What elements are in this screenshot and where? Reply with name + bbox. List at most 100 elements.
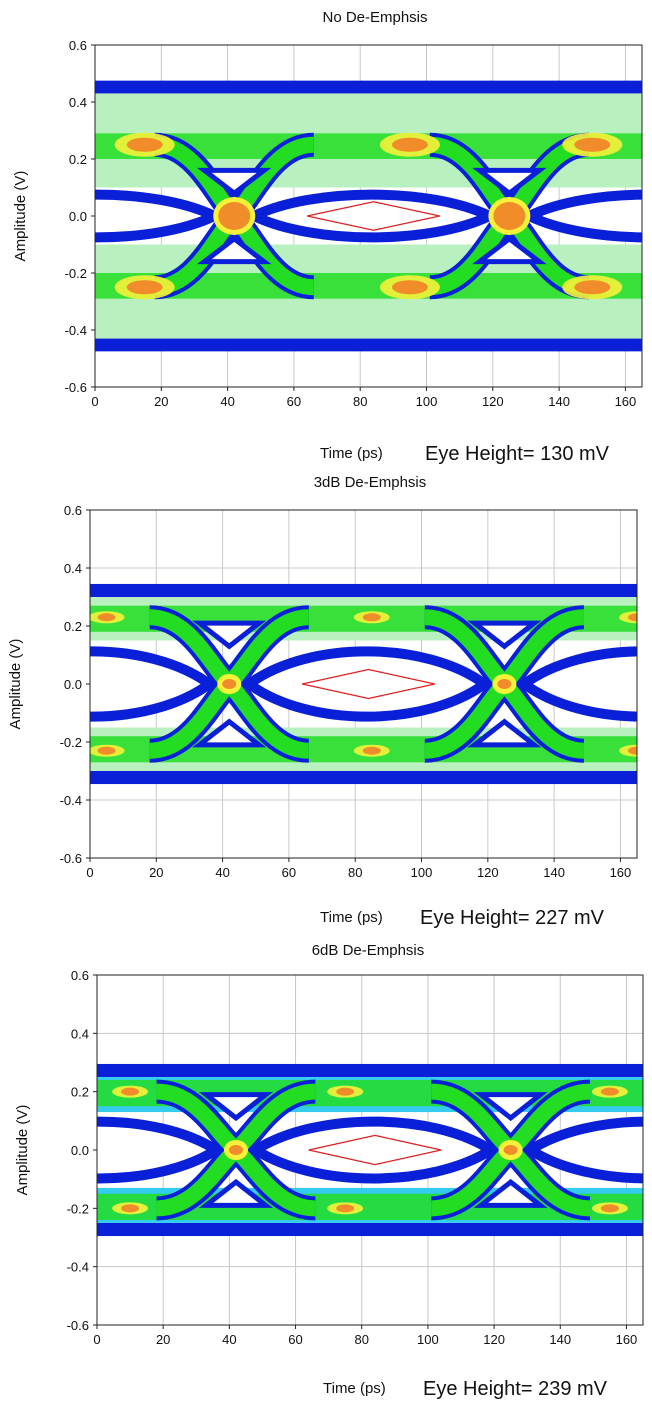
eye-opening	[515, 646, 637, 722]
level-core	[97, 746, 116, 755]
upper-triangle	[467, 620, 542, 650]
eye-opening	[90, 646, 218, 722]
chart-title: 6dB De-Emphsis	[312, 942, 425, 959]
y-tick-label: 0.0	[71, 1143, 89, 1158]
crossing-core	[497, 679, 512, 689]
level-core	[574, 280, 611, 295]
level-core	[121, 1204, 140, 1213]
y-tick-label: 0.0	[69, 209, 87, 224]
x-tick-label: 60	[288, 1332, 302, 1347]
x-tick-label: 40	[222, 1332, 236, 1347]
level-core	[126, 137, 163, 152]
level-core	[600, 1204, 619, 1213]
upper-triangle	[197, 167, 272, 197]
chart-title: No De-Emphsis	[322, 9, 427, 26]
crossing-core	[493, 202, 526, 230]
level-core	[126, 280, 163, 295]
level-core	[362, 613, 381, 622]
lower-triangle	[192, 718, 267, 748]
eye-mask	[307, 201, 440, 231]
y-tick-label: 0.0	[64, 677, 82, 692]
eye-opening	[97, 1116, 226, 1184]
eye-mask	[302, 668, 435, 700]
bottom-rail	[97, 1222, 643, 1237]
upper-triangle	[192, 620, 267, 650]
bottom-rail	[95, 338, 642, 352]
chart-title: 3dB De-Emphsis	[314, 474, 427, 491]
y-tick-label: -0.4	[60, 793, 82, 808]
y-tick-label: 0.6	[71, 968, 89, 983]
x-tick-label: 140	[548, 394, 570, 409]
y-axis-label: Amplitude (V)	[14, 1105, 31, 1196]
top-rail	[95, 80, 642, 94]
y-tick-label: 0.2	[69, 152, 87, 167]
y-tick-label: 0.4	[69, 95, 87, 110]
x-tick-label: 160	[610, 865, 632, 880]
y-tick-label: 0.4	[71, 1026, 89, 1041]
level-core	[336, 1087, 355, 1096]
lower-triangle	[198, 1178, 274, 1208]
crossing-core	[228, 1145, 243, 1155]
level-core	[391, 137, 428, 152]
eye-density	[90, 583, 637, 785]
x-tick-label: 120	[482, 394, 504, 409]
upper-triangle	[473, 1092, 548, 1122]
crossing-core	[218, 202, 251, 230]
y-tick-label: 0.6	[69, 38, 87, 53]
level-core	[362, 746, 381, 755]
eye-height-annotation: Eye Height= 239 mV	[423, 1378, 608, 1400]
x-tick-label: 80	[348, 865, 362, 880]
y-tick-label: -0.4	[67, 1260, 89, 1275]
chart-panel-2: 0 20 40 60 80 100 120 140 160 0.6 0.4 0.2 0.0 -0.2 -0.…	[7, 474, 638, 929]
x-tick-label: 100	[411, 865, 433, 880]
eye-opening	[95, 189, 226, 243]
x-tick-label: 120	[483, 1332, 505, 1347]
eye-opening	[240, 646, 493, 722]
eye-opening	[521, 1116, 643, 1184]
y-tick-label: -0.2	[65, 266, 87, 281]
crossing-core	[503, 1145, 518, 1155]
y-tick-label: 0.2	[71, 1085, 89, 1100]
x-axis-label: Time (ps)	[320, 445, 383, 462]
lower-triangle	[472, 235, 547, 265]
level-core	[628, 746, 637, 755]
x-tick-label: 100	[416, 394, 438, 409]
lower-triangle	[467, 718, 542, 748]
x-tick-label: 140	[543, 865, 565, 880]
crossing-core	[222, 679, 237, 689]
eye-height-annotation: Eye Height= 130 mV	[425, 443, 610, 465]
level-core	[97, 613, 116, 622]
eye-height-annotation: Eye Height= 227 mV	[420, 907, 605, 929]
eye-opening	[246, 1116, 501, 1184]
level-core	[391, 280, 428, 295]
x-tick-label: 20	[154, 394, 168, 409]
y-axis-label: Amplitude (V)	[12, 171, 29, 262]
x-axis-label: Time (ps)	[323, 1380, 386, 1397]
chart-panel-1: 0 20 40 60 80 100 120 140 160 0.6 0.4 0.2 0.0 -0.2 -0.…	[12, 9, 643, 465]
x-tick-label: 160	[616, 1332, 638, 1347]
y-tick-label: 0.6	[64, 503, 82, 518]
level-core	[628, 613, 637, 622]
top-rail	[97, 1063, 643, 1078]
x-tick-label: 120	[477, 865, 499, 880]
x-tick-label: 0	[91, 394, 98, 409]
x-tick-label: 20	[156, 1332, 170, 1347]
y-tick-label: 0.4	[64, 561, 82, 576]
x-tick-label: 40	[215, 865, 229, 880]
y-tick-label: -0.2	[60, 735, 82, 750]
eye-density	[97, 1063, 643, 1237]
x-tick-label: 0	[93, 1332, 100, 1347]
eye-density	[95, 80, 642, 352]
x-tick-label: 160	[615, 394, 637, 409]
eye-opening	[517, 189, 642, 243]
upper-triangle	[472, 167, 547, 197]
level-core	[600, 1087, 619, 1096]
eye-opening	[242, 189, 501, 243]
lower-triangle	[197, 235, 272, 265]
x-tick-label: 80	[354, 1332, 368, 1347]
level-core	[574, 137, 611, 152]
level-core	[336, 1204, 355, 1213]
y-tick-label: -0.4	[65, 323, 87, 338]
y-tick-label: -0.6	[65, 380, 87, 395]
